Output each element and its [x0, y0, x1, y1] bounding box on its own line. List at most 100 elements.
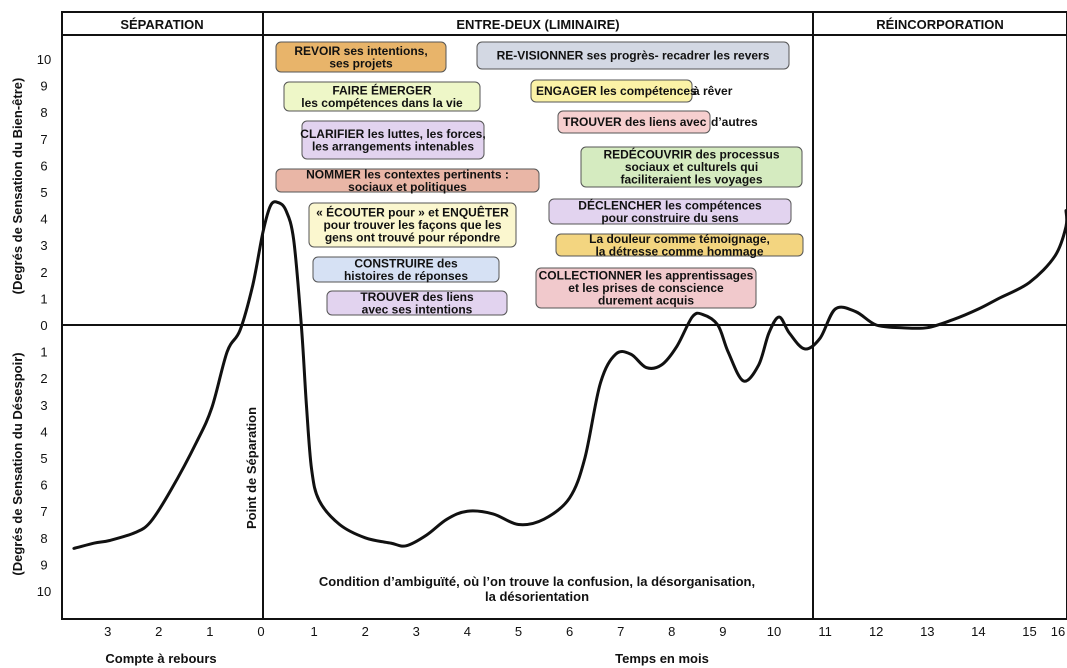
y-tick-label: 3 — [40, 398, 47, 413]
activity-box-text: et les prises de conscience — [568, 281, 724, 295]
y-tick-label: 0 — [40, 318, 47, 333]
activity-box-text: les arrangements intenables — [312, 139, 474, 153]
activity-box-text: pour construire du sens — [601, 211, 739, 225]
activity-box-background — [326, 290, 508, 316]
activity-box: NOMMER les contextes pertinents :sociaux… — [275, 167, 540, 194]
x-tick-label: 1 — [206, 624, 213, 639]
activity-box-text: à rêver — [693, 84, 733, 98]
activity-box: TROUVER des liens avec d’autres — [557, 110, 758, 134]
activity-box-background — [548, 198, 792, 225]
activity-box-background — [580, 146, 803, 188]
x-tick-label: 2 — [362, 624, 369, 639]
activity-box-text: d’autres — [711, 115, 758, 129]
activity-box-text: gens ont trouvé pour répondre — [325, 231, 501, 245]
activity-box-background — [275, 41, 447, 73]
x-axis-months-title: Temps en mois — [615, 651, 709, 666]
activity-box-text: durement acquis — [598, 294, 694, 308]
activity-box-text: TROUVER des liens — [360, 290, 474, 304]
x-tick-label: 8 — [668, 624, 675, 639]
x-axis-countdown-title: Compte à rebours — [105, 651, 216, 666]
activity-box-background — [535, 267, 757, 309]
activity-box-background — [557, 110, 711, 134]
x-tick-label: 16 — [1051, 624, 1065, 639]
activity-box: CLARIFIER les luttes, les forces,les arr… — [300, 120, 486, 160]
activity-box-text: pour trouver les façons que les — [323, 218, 501, 232]
y-tick-label: 9 — [40, 557, 47, 572]
activity-box-text: faciliteraient les voyages — [620, 173, 762, 187]
activity-box-text: sociaux et politiques — [348, 180, 467, 194]
activity-box-text: CONSTRUIRE des — [354, 256, 458, 270]
x-tick-label: 3 — [413, 624, 420, 639]
y-tick-label: 8 — [40, 531, 47, 546]
phase-liminal-label: ENTRE-DEUX (LIMINAIRE) — [456, 17, 619, 32]
y-tick-label: 6 — [40, 158, 47, 173]
y-tick-label: 10 — [37, 52, 51, 67]
y-tick-label: 3 — [40, 238, 47, 253]
x-tick-label: 1 — [310, 624, 317, 639]
x-tick-label: 0 — [257, 624, 264, 639]
activity-box-text: sociaux et culturels qui — [625, 160, 758, 174]
x-tick-label: 2 — [155, 624, 162, 639]
y-tick-label: 2 — [40, 371, 47, 386]
activity-box-background — [301, 120, 485, 160]
x-tick-label: 14 — [971, 624, 985, 639]
y-axis-lower-title: (Degrés de Sensation du Désespoir) — [10, 352, 25, 575]
activity-box-text: histoires de réponses — [344, 269, 468, 283]
ambiguity-caption-line1: Condition d’ambiguïté, où l’on trouve la… — [319, 574, 755, 589]
y-tick-label: 7 — [40, 132, 47, 147]
x-axis-ticks: 3 2 1 0 1 2 3 4 5 6 7 8 9 10 11 12 13 14 15 16 — [104, 624, 1065, 639]
x-tick-label: 6 — [566, 624, 573, 639]
x-tick-label: 15 — [1022, 624, 1036, 639]
activity-box-text: TROUVER des liens avec — [563, 115, 707, 129]
y-tick-label: 5 — [40, 185, 47, 200]
phase-reincorporation-label: RÉINCORPORATION — [876, 17, 1004, 32]
y-tick-label: 10 — [37, 584, 51, 599]
activity-box: RE-VISIONNER ses progrès- recadrer les r… — [476, 41, 790, 70]
activity-box-background — [312, 256, 500, 283]
activity-boxes: REVOIR ses intentions,ses projets RE-VISI… — [275, 41, 804, 316]
x-tick-label: 11 — [818, 624, 832, 639]
wellbeing-curve — [72, 200, 1067, 550]
y-tick-label: 8 — [40, 105, 47, 120]
x-tick-label: 12 — [869, 624, 883, 639]
y-tick-label: 7 — [40, 504, 47, 519]
activity-box-text: avec ses intentions — [362, 302, 473, 316]
y-tick-label: 1 — [40, 345, 47, 360]
x-tick-label: 13 — [920, 624, 934, 639]
x-tick-label: 10 — [767, 624, 781, 639]
activity-box-text: COLLECTIONNER les apprentissages — [539, 269, 754, 283]
y-axis-upper-title: (Degrés de Sensation du Bien-être) — [10, 78, 25, 295]
activity-box-background — [275, 168, 540, 193]
activity-box-text: ses projets — [329, 56, 393, 70]
activity-box-text: DÉCLENCHER les compétences — [578, 197, 762, 212]
separation-point-label: Point de Séparation — [244, 407, 259, 529]
activity-box-text: CLARIFIER les luttes, les forces, — [300, 127, 485, 141]
y-tick-label: 6 — [40, 478, 47, 493]
activity-box-background — [308, 202, 517, 248]
y-tick-label: 5 — [40, 451, 47, 466]
activity-box-text: « ÉCOUTER pour » et ENQUÊTER — [316, 205, 509, 220]
activity-box-text: RE-VISIONNER ses progrès- recadrer les r… — [497, 49, 770, 63]
activity-box-text: La douleur comme témoignage, — [589, 232, 770, 246]
activity-box-text: ENGAGER les compétences — [536, 84, 697, 98]
activity-box-text: les compétences dans la vie — [301, 96, 463, 110]
activity-box-background — [530, 79, 693, 103]
activity-box-text: FAIRE ÉMERGER — [332, 82, 432, 97]
activity-box-text: NOMMER les contextes pertinents : — [306, 167, 509, 181]
phase-separation-label: SÉPARATION — [120, 17, 203, 32]
x-tick-label: 3 — [104, 624, 111, 639]
activity-box-text: REDÉCOUVRIR des processus — [603, 147, 779, 162]
x-tick-label: 7 — [617, 624, 624, 639]
activity-box-background — [476, 41, 790, 70]
y-tick-label: 9 — [40, 79, 47, 94]
y-tick-label: 1 — [40, 291, 47, 306]
ambiguity-caption-line2: la désorientation — [485, 589, 589, 604]
